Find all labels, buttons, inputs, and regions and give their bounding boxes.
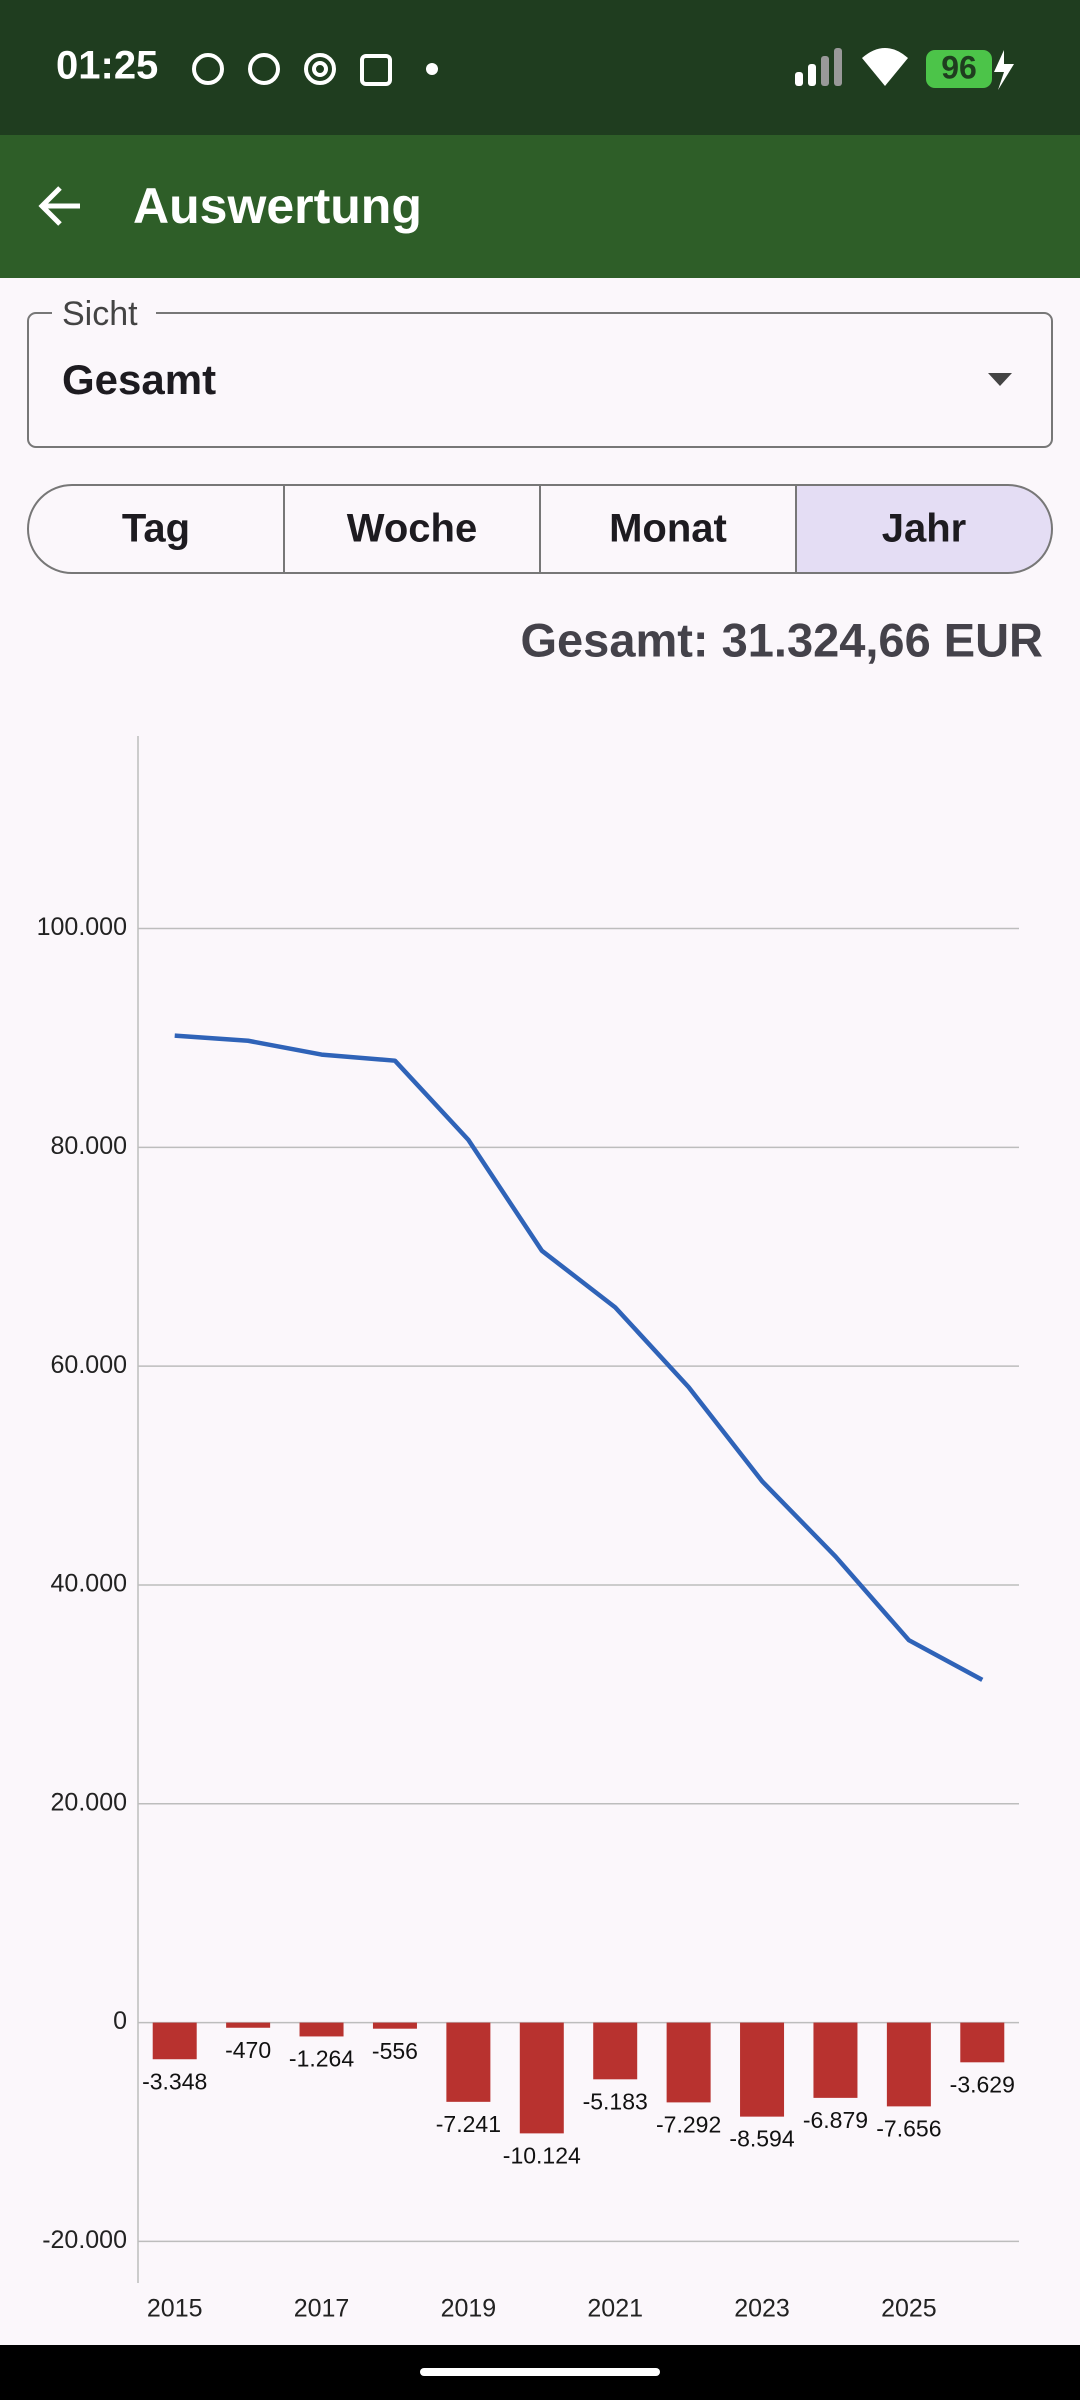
bar [372, 2022, 417, 2029]
y-tick-label: 60.000 [51, 1351, 127, 1379]
segment-label: Woche [347, 507, 477, 551]
bar [740, 2022, 785, 2117]
chart: -20.000 0 20.000 40.000 60.000 80.000 100.000 2… [37, 736, 1019, 2323]
battery-level: 96 [941, 49, 977, 85]
x-tick-label: 2015 [147, 2295, 203, 2323]
bar [813, 2022, 858, 2098]
back-button[interactable] [38, 186, 80, 226]
x-tick-label: 2023 [734, 2295, 790, 2323]
bar-value-label: -7.292 [656, 2111, 721, 2137]
bar [666, 2022, 711, 2103]
y-tick-label: 0 [113, 2007, 127, 2035]
segment-label: Tag [122, 507, 190, 551]
bar [886, 2022, 931, 2107]
y-tick-label: 20.000 [51, 1788, 127, 1816]
bar-value-label: -7.241 [436, 2111, 501, 2137]
bar-value-label: -470 [225, 2037, 271, 2063]
y-tick-label: -20.000 [42, 2226, 127, 2254]
x-tick-label: 2019 [441, 2295, 497, 2323]
battery-icon [926, 50, 992, 88]
charging-icon [994, 50, 1014, 90]
x-tick-label: 2021 [587, 2295, 643, 2323]
bar-value-label: -5.183 [583, 2088, 648, 2114]
bar-value-label: -10.124 [503, 2142, 581, 2168]
status-bar [0, 0, 1080, 135]
app-title: Auswertung [133, 178, 422, 234]
bar-value-label: -1.264 [289, 2046, 354, 2072]
bar [960, 2022, 1005, 2063]
bar [152, 2022, 197, 2060]
x-tick-label: 2017 [294, 2295, 350, 2323]
bar-value-label: -3.348 [142, 2068, 207, 2094]
bar [446, 2022, 491, 2102]
bar-value-label: -8.594 [729, 2126, 794, 2152]
app-bar [0, 135, 1080, 278]
status-dot [426, 63, 438, 75]
segmented-control: Tag Woche Monat Jahr [27, 484, 1053, 574]
select-label: Sicht [62, 295, 138, 333]
y-tick-label: 100.000 [37, 913, 127, 941]
bar-value-label: -6.879 [803, 2107, 868, 2133]
bar [519, 2022, 564, 2134]
select-value: Gesamt [62, 356, 216, 403]
bar [226, 2022, 271, 2028]
bar [593, 2022, 638, 2080]
home-indicator[interactable] [420, 2368, 660, 2376]
bar [299, 2022, 344, 2037]
y-tick-label: 40.000 [51, 1570, 127, 1598]
line-series [174, 1033, 984, 1682]
status-time: 01:25 [56, 44, 158, 88]
select-label-bg [52, 300, 156, 326]
segment-button[interactable] [796, 485, 1052, 573]
status-icons [192, 53, 392, 86]
wifi-icon [862, 48, 908, 86]
signal-icon [795, 48, 842, 86]
bar-value-label: -7.656 [876, 2115, 941, 2141]
segment-outline [27, 484, 1053, 574]
y-tick-label: 80.000 [51, 1132, 127, 1160]
segment-label: Jahr [882, 507, 967, 551]
bar-value-label: -3.629 [950, 2071, 1015, 2097]
dropdown-arrow [988, 373, 1012, 386]
x-tick-label: 2025 [881, 2295, 937, 2323]
segment-label: Monat [609, 507, 727, 551]
bar-value-label: -556 [372, 2038, 418, 2064]
view-select[interactable] [27, 312, 1053, 448]
total-label: Gesamt: 31.324,66 EUR [520, 613, 1043, 666]
